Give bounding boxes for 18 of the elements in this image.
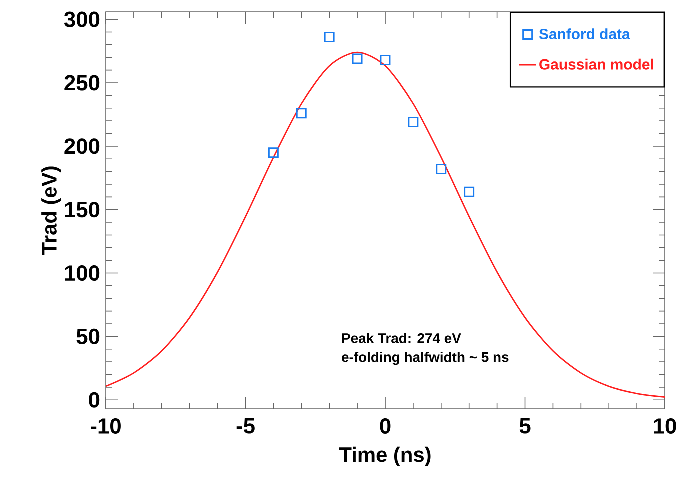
x-tick-label: 0 [380, 418, 391, 434]
x-axis-title: Time (ns) [339, 446, 431, 466]
y-tick-label: 300 [64, 12, 100, 28]
legend-label: Gaussian model [540, 58, 654, 70]
y-tick-label: 250 [64, 75, 100, 91]
x-tick-label: -10 [91, 418, 121, 434]
y-axis-title: Trad (eV) [42, 166, 62, 256]
y-tick-label: 100 [65, 266, 100, 282]
annotation: e-folding halfwidth ~ 5 ns [342, 352, 509, 366]
y-tick-label: 50 [76, 328, 100, 344]
y-tick-label: 200 [64, 138, 100, 154]
y-tick-label: 150 [65, 202, 100, 218]
x-tick-label: 5 [520, 418, 531, 434]
x-tick-label: -5 [236, 418, 255, 434]
annotation: Peak Trad: 274 eV [342, 333, 462, 344]
legend-label: Sanford data [539, 28, 630, 40]
x-tick-label: 10 [654, 418, 676, 434]
y-tick-label: 0 [89, 392, 100, 408]
